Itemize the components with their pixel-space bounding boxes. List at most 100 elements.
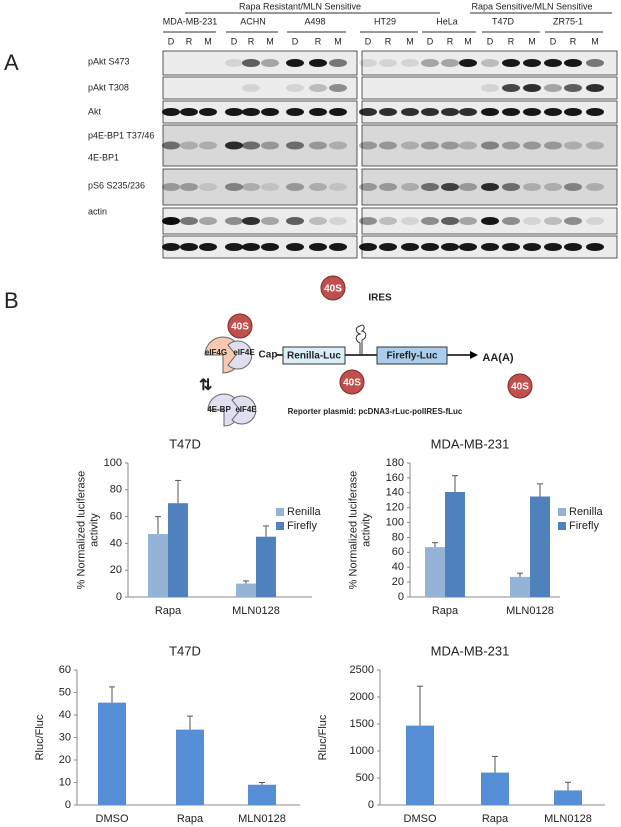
blot-band — [401, 141, 419, 150]
blot-band — [242, 141, 260, 150]
blot-band — [199, 141, 217, 150]
row-label: Akt — [88, 106, 102, 116]
blot-band — [459, 243, 477, 251]
row-label: pAkt S473 — [88, 56, 130, 66]
blot-band — [502, 141, 520, 150]
chart-title: T47D — [169, 436, 201, 451]
row-label: pS6 S235/236 — [88, 180, 145, 190]
bar — [248, 784, 276, 805]
bp1-label: 4E-BP — [207, 405, 231, 414]
blot-band — [441, 141, 459, 150]
blot-band — [421, 141, 439, 150]
ribosome — [339, 369, 365, 395]
lane-label: R — [447, 36, 454, 46]
y-tick-label: 60 — [392, 546, 404, 558]
legend-label: Firefly — [569, 520, 599, 532]
lane-label: D — [487, 36, 494, 46]
blot-band — [586, 84, 604, 92]
legend-swatch — [276, 508, 284, 516]
x-tick-label: MLN0128 — [544, 813, 592, 825]
blot-band — [481, 183, 499, 191]
blot-band — [586, 59, 604, 67]
y-axis-label: activity — [88, 513, 100, 547]
y-tick-label: 500 — [356, 772, 374, 784]
blot-band — [309, 243, 327, 251]
blot-band — [421, 217, 439, 225]
lane-label: R — [385, 36, 392, 46]
blot-band — [379, 243, 397, 251]
blot-band — [261, 217, 279, 225]
ribosome — [507, 373, 533, 399]
blot-band — [180, 183, 198, 191]
x-tick-label: DMSO — [404, 813, 437, 825]
x-tick-label: Rapa — [155, 605, 182, 617]
blot-band — [564, 84, 582, 92]
blot-band — [242, 108, 260, 116]
lane-label: R — [570, 36, 577, 46]
blot-band — [523, 84, 541, 92]
blot-band — [523, 183, 541, 191]
bar — [510, 576, 530, 597]
y-tick-label: 0 — [116, 591, 122, 603]
blot-band — [401, 217, 419, 225]
lane-label: M — [528, 36, 536, 46]
chart-title: T47D — [169, 643, 201, 658]
blot-band — [162, 108, 180, 116]
blot-band — [586, 183, 604, 191]
renilla-box — [282, 346, 346, 365]
blot-band — [586, 243, 604, 251]
legend-swatch — [558, 508, 566, 516]
bar — [481, 772, 509, 805]
y-tick-label: 100 — [104, 457, 122, 469]
blot-band — [286, 217, 304, 225]
y-tick-label: 50 — [59, 686, 71, 698]
y-tick-label: 60 — [59, 664, 71, 676]
legend-swatch — [558, 522, 566, 530]
blot-band — [421, 108, 439, 116]
y-axis-label: activity — [360, 513, 372, 547]
blot-band — [329, 59, 347, 67]
y-tick-label: 1500 — [350, 718, 374, 730]
chart-title: MDA-MB-231 — [431, 436, 510, 451]
blot-band — [261, 141, 279, 150]
lane-label: D — [168, 36, 175, 46]
firefly-label: Firefly-Luc — [386, 351, 438, 362]
blot-band — [502, 59, 520, 67]
y-tick-label: 2000 — [350, 691, 374, 703]
blot-band — [286, 183, 304, 191]
blot-band — [459, 141, 477, 150]
blot-band — [379, 141, 397, 150]
row-label: pAkt T308 — [88, 82, 129, 92]
blot-band — [180, 243, 198, 251]
lane-label: M — [266, 36, 274, 46]
blot-band — [459, 217, 477, 225]
y-tick-label: 20 — [392, 576, 404, 588]
row-label: p4E-BP1 T37/46 — [88, 130, 154, 140]
blot-band — [481, 243, 499, 251]
blot-band — [162, 217, 180, 225]
blot-band — [242, 243, 260, 251]
blot-band — [199, 243, 217, 251]
y-tick-label: 180 — [386, 457, 404, 469]
cell-line-label: HT29 — [374, 16, 396, 26]
blot-band — [359, 108, 377, 116]
legend-label: Firefly — [287, 520, 317, 532]
blot-band — [564, 108, 582, 116]
ribosome-label: 40S — [343, 378, 361, 389]
eif4e-shape — [227, 340, 253, 370]
blot-band — [379, 108, 397, 116]
blot-band — [309, 84, 327, 92]
lane-label: M — [464, 36, 472, 46]
lane-label: D — [292, 36, 299, 46]
blot-band — [502, 183, 520, 191]
blot-band — [564, 183, 582, 191]
blot-band — [523, 141, 541, 150]
y-tick-label: 120 — [386, 502, 404, 514]
blot-band — [481, 108, 499, 116]
blot-band — [481, 84, 499, 92]
blot-band — [225, 243, 243, 251]
blot-band — [180, 217, 198, 225]
blot-band — [286, 108, 304, 116]
blot-band — [242, 84, 260, 92]
